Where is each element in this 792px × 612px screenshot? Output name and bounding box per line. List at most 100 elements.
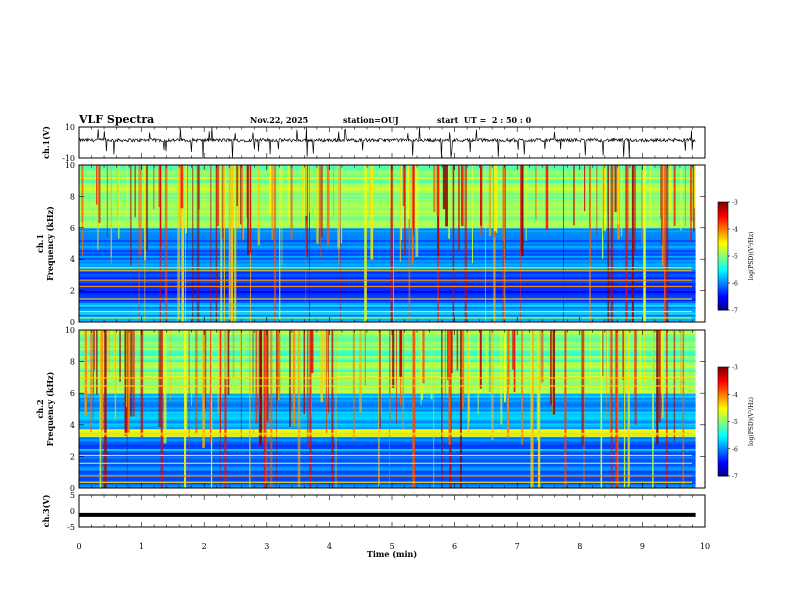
ch2-spectrogram-streak	[278, 330, 280, 401]
ch1-spectrogram-streak	[237, 165, 240, 230]
ch2-spectrogram-band	[79, 403, 705, 406]
ch2-spectrogram-streak	[513, 330, 516, 393]
ch2-spectrogram-band	[79, 397, 705, 400]
ch1-spectrogram-ytick-label: 2	[70, 287, 75, 296]
ch1-spectrogram-streak	[158, 165, 161, 207]
ch1-spectrogram-colorbar-cell	[718, 274, 728, 277]
ch2-spectrogram-blank	[695, 330, 705, 488]
ch1-spectrogram-ytick-label: 4	[70, 255, 75, 264]
ch2-spectrogram-streak	[489, 330, 491, 393]
ch2-spectrogram-streak	[479, 330, 482, 389]
ch2-spectrogram-streak	[331, 330, 334, 488]
ch2-spectrogram-band	[79, 416, 705, 420]
ch2-spectrogram-band	[79, 448, 705, 451]
ch1-spectrogram-streak	[228, 165, 231, 322]
ch1-spectrogram-ytick-label: 0	[70, 318, 75, 327]
ch2-spectrogram-streak	[224, 330, 227, 488]
ch1-spectrogram-streak	[204, 165, 205, 212]
ch1-spectrogram-streak	[180, 165, 184, 209]
ch1-spectrogram-streak	[563, 165, 564, 322]
x-tick-label: 9	[640, 542, 645, 551]
ch2-spectrogram-streak	[253, 330, 255, 433]
ch1-spectrogram-colorbar-cell	[718, 277, 728, 280]
ch1-spectrogram-streak	[663, 165, 666, 322]
ch1-spectrogram-streak	[98, 165, 101, 224]
ch2-spectrogram-streak	[255, 330, 258, 424]
ch2-spectrogram-band	[79, 480, 705, 483]
ch2-spectrogram-streak	[297, 330, 301, 488]
ch1-spectrogram-streak	[519, 165, 521, 322]
ch1-spectrogram-colorbar-cell	[718, 211, 728, 214]
ch2-spectrogram-colorbar-cell	[718, 397, 728, 401]
ch1-spectrogram-streak	[181, 165, 184, 322]
ch2-spectrogram-colorbar-cell	[718, 372, 728, 375]
ch2-spectrogram-streak	[124, 330, 128, 436]
ch2-spectrogram-streak	[276, 330, 279, 401]
ch1-spectrogram-streak	[318, 165, 320, 241]
ch1-spectrogram-colorbar-cell	[718, 216, 728, 219]
ch2-spectrogram-band	[79, 355, 705, 359]
ch1-spectrogram-streak	[407, 165, 410, 219]
ch1-spectrogram-streak	[627, 165, 629, 247]
ch2-spectrogram-band	[79, 458, 705, 461]
ch2-spectrogram-streak	[327, 330, 329, 372]
ch2-spectrogram-band	[79, 472, 705, 475]
ch1-spectrogram-colorbar-tick-label: -3	[732, 200, 738, 207]
ch1-spectrogram-streak	[689, 165, 693, 221]
ch1-spectrogram-streak	[305, 165, 307, 322]
ch2-spectrogram-band	[79, 349, 705, 353]
ch1-spectrogram-colorbar-cell	[718, 266, 728, 270]
ch2-spectrogram-colorbar-cell	[718, 463, 728, 466]
ch2-spectrogram-band	[79, 395, 705, 398]
ch2-spectrogram-band	[79, 426, 705, 430]
ch1-spectrogram-streak	[684, 165, 686, 226]
ch2-spectrogram-colorbar-cell	[718, 370, 728, 373]
ch1-spectrogram-streak	[413, 165, 414, 236]
ch2-spectrogram-streak	[309, 330, 312, 488]
ch1-spectrogram-streak	[230, 165, 234, 322]
ch1-spectrogram-colorbar-cell	[718, 250, 728, 253]
start-ut-label: start UT = 2 : 50 : 0	[437, 115, 532, 125]
ch1-spectrogram-streak	[679, 165, 682, 231]
ch2-spectrogram-streak	[600, 330, 603, 488]
ch2-spectrogram-streak	[203, 330, 207, 409]
ch1-spectrogram-streak	[320, 165, 323, 238]
ch1-spectrogram-streak	[316, 165, 319, 244]
ch2-spectrogram-line	[79, 454, 692, 457]
ch1-spectrogram-colorbar-cell	[718, 202, 728, 205]
ch2-spectrogram-streak	[468, 330, 470, 422]
ch2-spectrogram-colorbar-label: log(PSD)(V²/Hz)	[748, 397, 755, 446]
ch1-spectrogram-streak	[280, 165, 283, 209]
ch2-spectrogram-colorbar-cell	[718, 374, 728, 377]
ch1-spectrogram-colorbar-cell	[718, 295, 728, 298]
ch1-spectrogram-colorbar-label: log(PSD)(V²/Hz)	[748, 232, 755, 281]
ch1-spectrogram-streak	[584, 165, 586, 212]
ch1-spectrogram-colorbar-cell	[718, 225, 728, 228]
ch2-spectrogram-band	[79, 418, 705, 422]
ch1-waveform-line	[78, 127, 696, 158]
ch2-spectrogram-band	[79, 353, 705, 357]
ch1-spectrogram-streak	[220, 165, 223, 322]
ch2-spectrogram-colorbar-cell	[718, 388, 728, 392]
ch2-spectrogram-streak	[467, 330, 470, 435]
ch2-spectrogram-streak	[446, 330, 450, 381]
ch1-spectrogram-streak	[235, 165, 237, 322]
ch1-spectrogram-streak	[164, 165, 168, 322]
ch1-spectrogram-streak	[433, 165, 436, 212]
ch1-spectrogram-colorbar-cell	[718, 248, 728, 252]
ch2-spectrogram-colorbar-tick-label: -5	[732, 419, 738, 426]
ch1-spectrogram-streak	[445, 165, 448, 227]
ch2-spectrogram-streak	[132, 330, 135, 394]
ch2-spectrogram-streak	[115, 330, 116, 375]
ch1-spectrogram-colorbar-cell	[718, 302, 728, 306]
ch2-spectrogram-colorbar-cell	[718, 461, 728, 464]
ch1-spectrogram-streak	[625, 165, 628, 322]
ch2-spectrogram-streak	[364, 330, 366, 386]
ch1-spectrogram-streak	[596, 165, 598, 236]
ch2-spectrogram-band	[79, 341, 705, 345]
ch1-spectrogram-streak	[290, 165, 293, 239]
ch1-spectrogram-panel: 0 2 4 6 8 10 ch.1 Frequency (kHz) -3 -4 -5 -6 -7 log(…	[35, 161, 755, 327]
ch2-spectrogram-colorbar-cell	[718, 379, 728, 383]
ch1-spectrogram-streak	[134, 165, 136, 218]
ch1-spectrogram-colorbar-cell	[718, 284, 728, 288]
